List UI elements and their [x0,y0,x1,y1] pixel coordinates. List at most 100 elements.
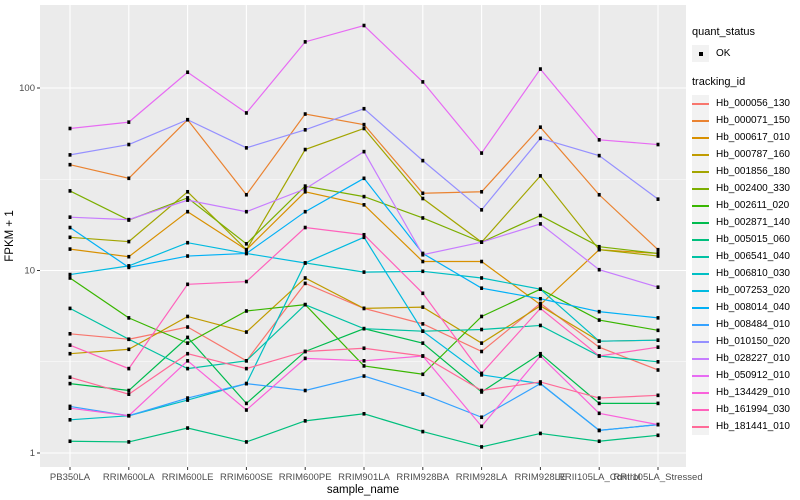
legend-key-box [692,282,709,299]
x-tick-label: RRIM928LA [456,472,508,483]
data-point [656,393,660,398]
data-point [186,189,190,194]
data-point [68,272,72,277]
legend-key-box [692,163,709,180]
data-point [127,176,131,181]
data-point [244,381,248,386]
data-point [538,354,542,358]
data-point [597,439,601,444]
data-point [538,222,542,226]
legend-item-Hb_007253_020: Hb_007253_020 [692,282,798,299]
data-point [362,364,366,368]
legend-item-label: OK [716,48,731,59]
data-point [480,445,484,449]
data-point [186,196,190,200]
legend-key-box [692,350,709,367]
data-point [127,254,131,259]
data-point [68,306,72,311]
legend-item-Hb_181441_010: Hb_181441_010 [692,418,798,435]
data-point [538,136,542,141]
data-point [186,366,190,371]
data-point [597,247,601,252]
data-point [362,326,366,331]
data-point [186,240,190,245]
data-point [480,349,484,354]
data-point [244,401,248,406]
legend-quant-status: quant_status OK [692,26,798,62]
legend-line-icon [692,102,709,105]
data-point [362,346,366,351]
legend-quant-title: quant_status [692,26,755,38]
data-point [127,413,131,418]
data-point [597,428,601,433]
data-point [480,189,484,194]
data-point [244,111,248,115]
legend-item-Hb_010150_020: Hb_010150_020 [692,333,798,350]
legend-key-box [692,418,709,435]
legend-key-box [692,248,709,265]
data-point [68,276,72,280]
legend-item-label: Hb_010150_020 [716,336,790,347]
x-axis-title: sample_name [327,484,399,496]
data-point [68,126,72,131]
data-point [656,285,660,290]
data-point [68,189,72,193]
y-tick-label: 100 [19,83,35,94]
data-point [480,259,484,264]
data-point [186,341,190,345]
legend-item-label: Hb_028227_010 [716,353,790,364]
legend-line-icon [692,306,709,309]
data-point [303,147,307,152]
x-tick-label: RRIM928BA [396,472,449,483]
data-point [480,415,484,420]
data-point [421,329,425,333]
data-point [421,191,425,196]
data-point [362,149,366,154]
data-point [68,343,72,347]
data-point [362,194,366,199]
data-point [362,306,366,311]
legend-item-Hb_008484_010: Hb_008484_010 [692,316,798,333]
data-point [480,151,484,155]
data-point [656,422,660,427]
data-point [538,287,542,291]
data-point [186,282,190,287]
data-point [68,153,72,157]
data-point [597,153,601,158]
data-point [362,374,366,378]
legend-item-label: Hb_002871_140 [716,217,790,228]
data-point [186,117,190,122]
data-point [244,440,248,444]
data-point [303,40,307,44]
legend-item-label: Hb_006810_030 [716,268,790,279]
data-point [362,411,366,416]
data-point [538,213,542,218]
data-point [362,235,366,240]
data-point [362,106,366,111]
data-point [538,304,542,308]
data-point [656,247,660,252]
data-point [362,23,366,28]
data-point [362,122,366,127]
data-point [538,174,542,178]
legend-item-label: Hb_161994_030 [716,404,790,415]
data-point [480,327,484,332]
legend-key-box [692,197,709,214]
data-point [244,209,248,214]
legend-line-icon [692,425,709,428]
data-point [362,126,366,131]
data-point [656,251,660,256]
data-point [186,426,190,430]
y-axis-title: FPKM + 1 [4,210,16,261]
data-point [362,270,366,274]
legend-line-icon [692,119,709,122]
data-point [421,392,425,396]
legend-key-box [692,384,709,401]
data-point [303,187,307,191]
data-point [362,359,366,363]
data-point [303,225,307,230]
data-point [421,216,425,220]
data-point [597,345,601,349]
legend-line-icon [692,153,709,156]
